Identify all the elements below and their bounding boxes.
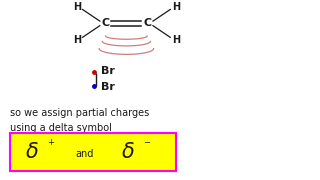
Text: $\delta$: $\delta$ [121, 142, 135, 162]
Text: +: + [47, 138, 54, 147]
Text: H: H [73, 35, 81, 45]
Text: H: H [172, 35, 180, 45]
Text: Br: Br [101, 82, 115, 92]
FancyBboxPatch shape [10, 133, 176, 171]
Text: and: and [76, 149, 94, 159]
Text: so we assign partial charges: so we assign partial charges [10, 108, 149, 118]
Text: −: − [143, 138, 150, 147]
Text: H: H [172, 2, 180, 12]
Text: C: C [101, 18, 110, 28]
Text: H: H [73, 2, 81, 12]
Text: $\delta$: $\delta$ [25, 142, 39, 162]
Text: C: C [143, 18, 151, 28]
Text: Br: Br [101, 66, 115, 76]
Text: using a delta symbol: using a delta symbol [10, 123, 111, 133]
